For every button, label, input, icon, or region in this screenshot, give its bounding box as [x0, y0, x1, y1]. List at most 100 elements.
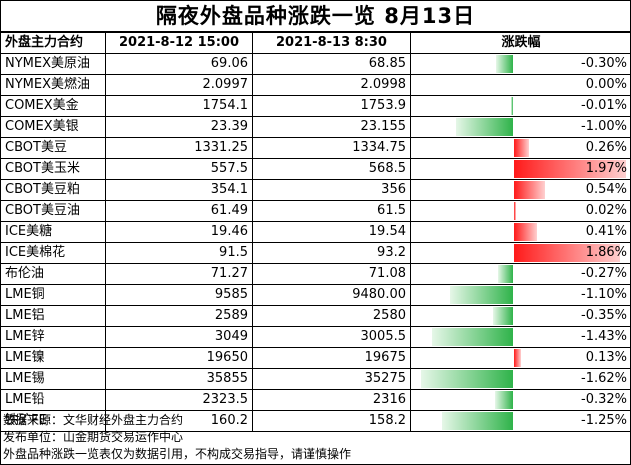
prev-price: 2323.5 — [105, 389, 253, 411]
note-publisher: 发布单位：山金期货交易运作中心 — [3, 430, 184, 444]
change-cell: -1.43% — [410, 326, 631, 348]
contract-name: ICE美糖 — [0, 221, 106, 243]
prev-price: 3049 — [105, 326, 253, 348]
table-row: LME铜 9585 9480.00 -1.10% — [0, 284, 631, 306]
contract-name: 铁矿FE — [0, 410, 106, 432]
table-row: LME锌 3049 3005.5 -1.43% — [0, 326, 631, 348]
contract-name: CBOT美豆 — [0, 137, 106, 159]
change-percent: 0.54% — [585, 182, 627, 197]
prev-price: 9585 — [105, 284, 253, 306]
change-percent: -1.00% — [581, 119, 627, 134]
contract-name: NYMEX美原油 — [0, 53, 106, 75]
contract-name: COMEX美银 — [0, 116, 106, 138]
prev-price: 69.06 — [105, 53, 253, 75]
header-change-label: 涨跌幅 — [501, 35, 541, 50]
change-bar-up — [514, 181, 545, 199]
table-row: LME锡 35855 35275 -1.62% — [0, 368, 631, 390]
prev-price: 2589 — [105, 305, 253, 327]
change-percent: -1.25% — [581, 413, 627, 428]
change-cell: -1.10% — [410, 284, 631, 306]
change-bar-up — [514, 202, 516, 220]
cur-price: 568.5 — [252, 158, 411, 180]
cur-price: 2.0998 — [252, 74, 411, 96]
change-bar-down — [441, 412, 513, 430]
change-bar-down — [494, 391, 513, 409]
cur-price: 23.155 — [252, 116, 411, 138]
prev-price: 19.46 — [105, 221, 253, 243]
cur-price: 9480.00 — [252, 284, 411, 306]
prev-price: 354.1 — [105, 179, 253, 201]
change-cell: 0.54% — [410, 179, 631, 201]
change-bar-down — [420, 370, 513, 388]
change-cell: 0.00% — [410, 74, 631, 96]
change-percent: -0.32% — [581, 392, 627, 407]
change-percent: -1.10% — [581, 287, 627, 302]
cur-price: 68.85 — [252, 53, 411, 75]
change-bar-up — [514, 139, 529, 157]
contract-name: COMEX美金 — [0, 95, 106, 117]
change-bar-up — [514, 160, 627, 178]
change-bar-down — [456, 118, 513, 136]
prev-price: 91.5 — [105, 242, 253, 264]
contract-name: NYMEX美燃油 — [0, 74, 106, 96]
table-row: CBOT美豆 1331.25 1334.75 0.26% — [0, 137, 631, 159]
table-row: LME铝 2589 2580 -0.35% — [0, 305, 631, 327]
change-percent: 1.86% — [585, 245, 627, 260]
price-change-table: 外盘主力合约 2021-8-12 15:00 2021-8-13 8:30 涨跌… — [0, 32, 631, 432]
prev-price: 35855 — [105, 368, 253, 390]
cur-price: 158.2 — [252, 410, 411, 432]
cur-price: 61.5 — [252, 200, 411, 222]
change-bar-up — [514, 349, 522, 367]
change-cell: 1.97% — [410, 158, 631, 180]
contract-name: CBOT美豆粕 — [0, 179, 106, 201]
change-percent: 0.41% — [585, 224, 627, 239]
cur-price: 3005.5 — [252, 326, 411, 348]
contract-name: LME锌 — [0, 326, 106, 348]
prev-price: 1331.25 — [105, 137, 253, 159]
change-cell: -0.35% — [410, 305, 631, 327]
contract-name: LME铜 — [0, 284, 106, 306]
change-bar-down — [495, 55, 513, 73]
cur-price: 2580 — [252, 305, 411, 327]
contract-name: LME铅 — [0, 389, 106, 411]
change-cell: -0.32% — [410, 389, 631, 411]
table-row: ICE美棉花 91.5 93.2 1.86% — [0, 242, 631, 264]
header-change: 涨跌幅 — [410, 32, 631, 54]
prev-price: 557.5 — [105, 158, 253, 180]
prev-price: 160.2 — [105, 410, 253, 432]
change-percent: -0.01% — [581, 98, 627, 113]
change-cell: 0.41% — [410, 221, 631, 243]
table-row: COMEX美银 23.39 23.155 -1.00% — [0, 116, 631, 138]
contract-name: LME锡 — [0, 368, 106, 390]
prev-price: 71.27 — [105, 263, 253, 285]
change-cell: 0.13% — [410, 347, 631, 369]
change-bar-up — [514, 244, 621, 262]
page-title: 隔夜外盘品种涨跌一览 8月13日 — [0, 0, 631, 32]
change-bar-down — [497, 265, 513, 283]
prev-price: 1754.1 — [105, 95, 253, 117]
change-bar-down — [511, 97, 513, 115]
cur-price: 1753.9 — [252, 95, 411, 117]
change-cell: 1.86% — [410, 242, 631, 264]
cur-price: 2316 — [252, 389, 411, 411]
table-row: NYMEX美燃油 2.0997 2.0998 0.00% — [0, 74, 631, 96]
header-cur-time: 2021-8-13 8:30 — [252, 32, 411, 54]
prev-price: 61.49 — [105, 200, 253, 222]
note-disclaimer: 外盘品种涨跌一览表仅为数据引用，不构成交易指导，请谨慎操作 — [3, 447, 352, 461]
change-percent: 0.26% — [585, 140, 627, 155]
header-contract: 外盘主力合约 — [0, 32, 106, 54]
change-cell: -0.01% — [410, 95, 631, 117]
note-source: 数据来源：文华财经外盘主力合约 — [3, 413, 184, 427]
change-cell: -1.00% — [410, 116, 631, 138]
table-row: CBOT美玉米 557.5 568.5 1.97% — [0, 158, 631, 180]
change-cell: -0.27% — [410, 263, 631, 285]
change-percent: -1.43% — [581, 329, 627, 344]
change-percent: -0.27% — [581, 266, 627, 281]
table-header-row: 外盘主力合约 2021-8-12 15:00 2021-8-13 8:30 涨跌… — [0, 32, 631, 54]
contract-name: ICE美棉花 — [0, 242, 106, 264]
change-percent: -0.30% — [581, 56, 627, 71]
table-row: COMEX美金 1754.1 1753.9 -0.01% — [0, 95, 631, 117]
table-row: LME镍 19650 19675 0.13% — [0, 347, 631, 369]
contract-name: LME铝 — [0, 305, 106, 327]
